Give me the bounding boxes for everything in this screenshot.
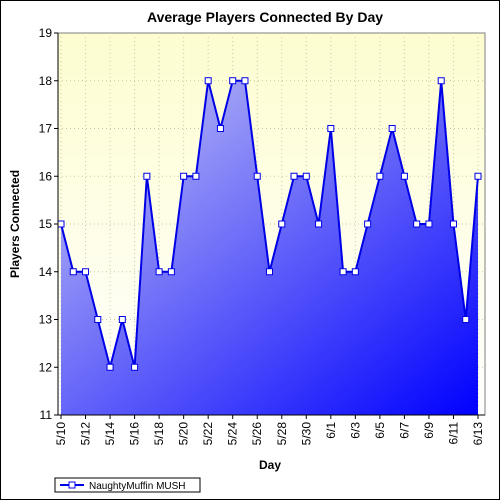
data-point: [106, 363, 114, 371]
y-tick-label: 12: [39, 360, 53, 374]
x-tick-label: 5/16: [128, 422, 142, 446]
x-tick-label: 5/26: [250, 422, 264, 446]
x-axis-label: Day: [259, 458, 281, 472]
y-tick-label: 13: [39, 313, 53, 327]
data-point: [69, 268, 77, 276]
data-point: [413, 220, 421, 228]
y-tick-label: 17: [39, 122, 53, 136]
x-tick-label: 5/24: [226, 422, 240, 446]
data-point: [474, 172, 482, 180]
data-point: [253, 172, 261, 180]
y-axis-label: Players Connected: [8, 170, 22, 278]
data-point: [425, 220, 433, 228]
legend-box: [54, 477, 201, 493]
y-axis-ticks: 11 12 13 14 15 16 17 18 19: [39, 26, 58, 422]
x-tick-label: 5/12: [79, 422, 93, 446]
data-point: [388, 125, 396, 132]
data-point: [364, 220, 372, 228]
data-point: [462, 316, 470, 323]
data-point: [266, 268, 273, 276]
data-point: [229, 77, 237, 85]
chart-title: Average Players Connected By Day: [147, 9, 383, 25]
data-point: [315, 220, 323, 228]
x-tick-label: 6/1: [324, 422, 338, 439]
y-tick-label: 18: [39, 74, 53, 88]
data-point: [327, 125, 335, 132]
x-tick-label: 5/28: [275, 422, 289, 446]
data-point: [278, 220, 286, 228]
data-point: [376, 172, 384, 180]
data-point: [290, 172, 298, 180]
data-point: [192, 172, 200, 180]
x-tick-label: 5/30: [299, 422, 313, 446]
data-point: [204, 77, 212, 85]
data-point: [167, 268, 175, 276]
x-tick-label: 5/10: [54, 422, 68, 446]
data-point: [302, 172, 310, 180]
data-point: [449, 220, 457, 228]
y-tick-label: 16: [39, 169, 53, 183]
x-tick-label: 6/7: [397, 422, 411, 439]
x-tick-label: 6/3: [348, 422, 362, 439]
legend-series-name: NaughtyMuffin MUSH: [89, 481, 186, 492]
x-tick-label: 5/14: [103, 422, 117, 446]
x-tick-label: 6/11: [446, 422, 460, 445]
data-point: [118, 316, 126, 323]
series-points: [57, 77, 482, 371]
data-point: [216, 125, 224, 132]
x-tick-label: 6/13: [471, 422, 485, 446]
data-point: [339, 268, 347, 276]
y-tick-label: 19: [39, 26, 53, 40]
area-polygon: [61, 80, 478, 415]
x-tick-label: 6/5: [373, 422, 387, 439]
data-point: [351, 268, 359, 276]
y-tick-label: 11: [40, 408, 53, 422]
x-axis-ticks: 5/10 5/12 5/14 5/16 5/18 5/20 5/22 5/24 5/26 5/28…: [54, 415, 485, 445]
data-point: [241, 77, 249, 85]
y-tick-label: 15: [39, 217, 53, 231]
x-tick-label: 5/22: [201, 422, 215, 446]
x-tick-label: 5/20: [177, 422, 191, 446]
legend: NaughtyMuffin MUSH: [54, 477, 201, 493]
x-tick-label: 6/9: [422, 422, 436, 439]
y-tick-label: 14: [39, 265, 53, 279]
legend-swatch-marker: [68, 481, 76, 489]
data-point: [180, 172, 188, 180]
area-fill: [61, 80, 478, 415]
data-point: [131, 363, 139, 371]
data-point: [400, 172, 408, 180]
data-point: [94, 316, 102, 323]
data-point: [57, 220, 65, 228]
data-point: [82, 268, 90, 276]
data-point: [143, 172, 151, 180]
data-point: [155, 268, 163, 276]
x-tick-label: 5/18: [152, 422, 166, 446]
data-point: [437, 77, 445, 85]
